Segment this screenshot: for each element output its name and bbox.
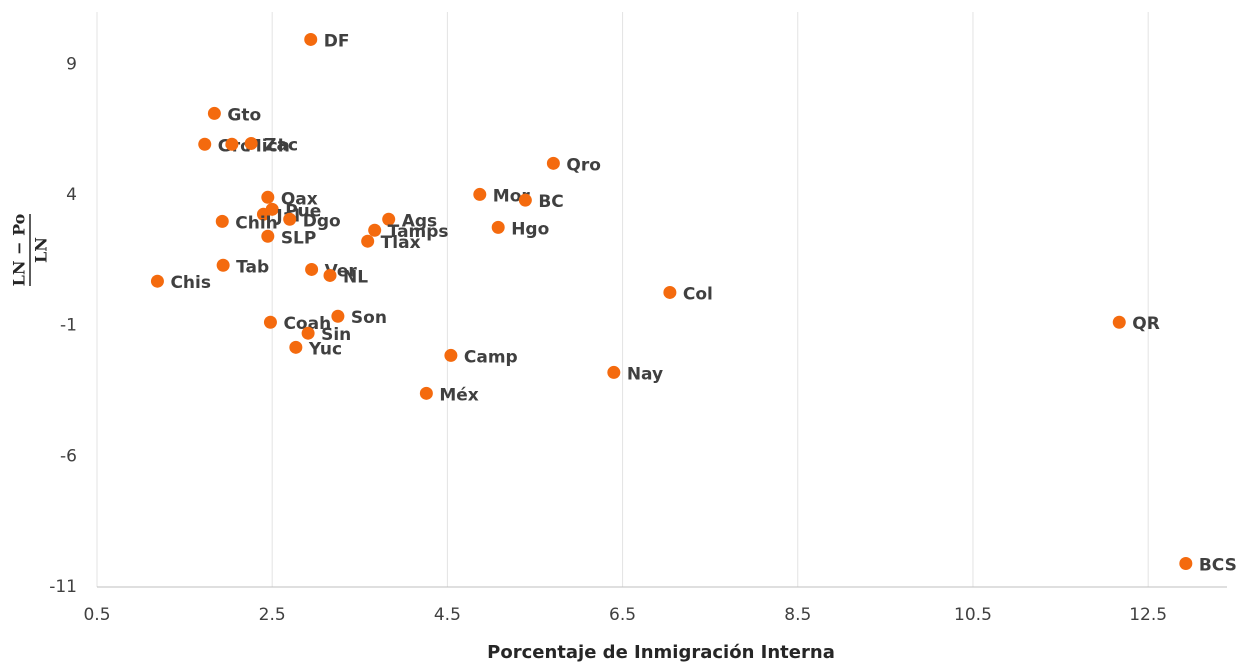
- point: [244, 136, 258, 150]
- point-label: SLP: [281, 228, 317, 248]
- point: [607, 365, 621, 379]
- point-label: Chis: [170, 273, 211, 293]
- point: [256, 207, 270, 221]
- point-label: Chih: [235, 213, 278, 233]
- point: [361, 234, 375, 248]
- x-axis-label: Porcentaje de Inmigración Interna: [487, 642, 835, 663]
- point-label: Yuc: [308, 339, 342, 359]
- point: [382, 212, 396, 226]
- point-label: BCS: [1199, 555, 1237, 575]
- point: [261, 229, 275, 243]
- point-label: Son: [351, 308, 387, 328]
- point: [304, 32, 318, 46]
- x-tick-label: 0.5: [83, 605, 110, 625]
- point: [215, 214, 229, 228]
- point: [301, 326, 315, 340]
- point-label: Gto: [227, 105, 261, 125]
- point-label: Dgo: [303, 211, 341, 231]
- point-label: Coah: [283, 314, 331, 334]
- point-label: Tamps: [388, 222, 449, 242]
- y-label-numerator: LN − Po: [10, 213, 29, 286]
- x-tick-label: 8.5: [784, 605, 811, 625]
- y-tick-label: -6: [60, 446, 77, 466]
- point-label: QR: [1132, 314, 1160, 334]
- point: [323, 268, 337, 282]
- point: [546, 156, 560, 170]
- point-label: Nay: [627, 364, 663, 384]
- point-label: Sin: [321, 325, 351, 345]
- point: [150, 274, 164, 288]
- x-tick-label: 4.5: [434, 605, 461, 625]
- point-label: DF: [324, 31, 350, 51]
- point: [207, 106, 221, 120]
- point: [518, 193, 532, 207]
- y-tick-label: 9: [66, 54, 77, 74]
- y-tick-label: 4: [66, 185, 77, 205]
- point: [225, 137, 239, 151]
- y-tick-label: -1: [60, 316, 77, 336]
- point: [198, 137, 212, 151]
- point: [663, 285, 677, 299]
- point-label: Hgo: [511, 219, 549, 239]
- point: [368, 223, 382, 237]
- x-tick-label: 12.5: [1129, 605, 1167, 625]
- point-label: Oax: [281, 189, 318, 209]
- y-tick-label: -11: [49, 577, 77, 597]
- y-label-denominator: LN: [32, 237, 51, 263]
- point-label: Tab: [236, 257, 269, 277]
- x-tick-label: 6.5: [609, 605, 636, 625]
- point-label: Méx: [439, 385, 478, 405]
- x-tick-label: 10.5: [954, 605, 992, 625]
- point: [305, 262, 319, 276]
- point-label: NL: [343, 267, 368, 287]
- point: [331, 309, 345, 323]
- x-tick-label: 2.5: [259, 605, 286, 625]
- point-label: BC: [538, 192, 563, 212]
- point: [1112, 315, 1126, 329]
- point: [263, 315, 277, 329]
- point: [289, 340, 303, 354]
- point: [283, 212, 297, 226]
- point-label: Qro: [566, 155, 601, 175]
- point: [419, 386, 433, 400]
- point-label: Zac: [264, 135, 298, 155]
- y-axis-label: LN − Po LN: [10, 213, 51, 286]
- point: [473, 187, 487, 201]
- point: [1179, 556, 1193, 570]
- point-label: Ags: [402, 211, 437, 231]
- point: [444, 348, 458, 362]
- point-label: Col: [683, 284, 713, 304]
- point: [491, 220, 505, 234]
- point-label: Tlax: [381, 233, 421, 253]
- point: [261, 190, 275, 204]
- point-label: Camp: [464, 347, 518, 367]
- point: [216, 258, 230, 272]
